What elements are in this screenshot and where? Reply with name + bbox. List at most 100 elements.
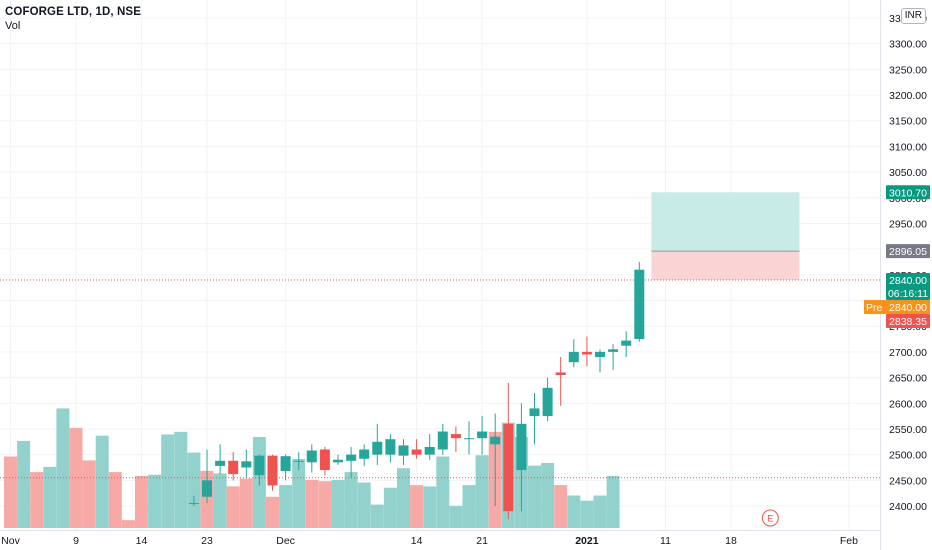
candle-body bbox=[490, 436, 501, 445]
volume-bar bbox=[344, 472, 358, 528]
volume-bar bbox=[95, 435, 109, 528]
volume-bar bbox=[305, 479, 319, 528]
currency-badge[interactable]: INR bbox=[900, 8, 926, 24]
candle-body bbox=[333, 459, 343, 463]
time-tick-label: 9 bbox=[73, 535, 79, 547]
volume-bar bbox=[161, 434, 175, 528]
volume-bar bbox=[462, 485, 476, 528]
volume-bar bbox=[580, 500, 594, 528]
pre-market-label: Pre bbox=[866, 302, 883, 314]
price-tag bbox=[886, 185, 930, 200]
volume-bar bbox=[606, 476, 620, 528]
price-tick-label: 2550.00 bbox=[889, 424, 927, 436]
volume-bar bbox=[292, 459, 306, 528]
candle-body bbox=[542, 387, 553, 417]
candle-body bbox=[254, 455, 265, 476]
earnings-label: E bbox=[767, 514, 773, 525]
volume-bar bbox=[148, 474, 162, 528]
price-tag bbox=[886, 272, 930, 287]
candle-body bbox=[188, 502, 199, 504]
chart-title: COFORGE LTD, 1D, NSE bbox=[5, 6, 141, 18]
candle-body bbox=[477, 431, 488, 439]
price-tag-label: 2896.05 bbox=[889, 246, 927, 258]
price-tag bbox=[886, 285, 930, 300]
volume-bar bbox=[279, 485, 293, 528]
candle-body bbox=[634, 269, 645, 340]
time-tick-label: Nov bbox=[1, 535, 20, 547]
price-tick-label: 2650.00 bbox=[889, 373, 927, 385]
candle-body bbox=[241, 461, 252, 468]
price-tick-label: 3200.00 bbox=[889, 90, 927, 102]
volume-bar bbox=[17, 440, 31, 528]
volume-bar bbox=[593, 495, 607, 528]
price-tick-label: 3050.00 bbox=[889, 167, 927, 179]
candle-body bbox=[385, 439, 396, 455]
price-tag-label: 2840.00 bbox=[889, 275, 927, 287]
price-tag bbox=[886, 313, 930, 328]
price-tag-label: 2840.00 bbox=[889, 302, 927, 314]
candle-body bbox=[621, 340, 632, 346]
candle-body bbox=[398, 445, 409, 456]
candle-body bbox=[319, 449, 330, 471]
candle-body bbox=[437, 431, 448, 450]
volume-bar bbox=[475, 455, 489, 528]
volume-bar bbox=[213, 473, 227, 528]
volume-bar bbox=[318, 481, 332, 528]
earnings-marker bbox=[761, 509, 779, 527]
price-tick-label: 2450.00 bbox=[889, 475, 927, 487]
volume-bar bbox=[331, 479, 345, 528]
candle-body bbox=[529, 408, 540, 417]
volume-bar bbox=[541, 463, 555, 528]
candle-body bbox=[267, 455, 278, 486]
target-zone bbox=[651, 192, 800, 252]
price-tick-label: 2500.00 bbox=[889, 450, 927, 462]
volume-bar bbox=[108, 472, 122, 528]
volume-bar bbox=[226, 486, 240, 528]
candle-body bbox=[346, 454, 357, 461]
time-tick-label: 18 bbox=[725, 535, 737, 547]
time-tick-label: 14 bbox=[411, 535, 423, 547]
time-tick-label: 21 bbox=[476, 535, 488, 547]
volume-bar bbox=[4, 456, 17, 528]
candle-body bbox=[280, 456, 291, 472]
time-tick-label: 11 bbox=[660, 535, 671, 547]
volume-bar bbox=[567, 495, 581, 528]
volume-bar bbox=[135, 476, 148, 528]
volume-bar bbox=[528, 465, 541, 528]
stop-zone bbox=[651, 251, 800, 280]
candle-body bbox=[464, 438, 474, 440]
volume-bar bbox=[69, 427, 83, 528]
candle-body bbox=[372, 441, 383, 455]
price-tag-label: 06:16:11 bbox=[888, 288, 928, 300]
price-tick-label: 3300.00 bbox=[889, 39, 927, 51]
price-tag-label: 2838.35 bbox=[889, 316, 927, 328]
volume-bar bbox=[357, 482, 371, 528]
volume-bar bbox=[174, 431, 188, 528]
price-tag bbox=[886, 244, 930, 259]
time-tick-label: Feb bbox=[840, 535, 858, 547]
candle-body bbox=[503, 423, 514, 512]
candle-body bbox=[516, 423, 527, 471]
price-tick-label: 2600.00 bbox=[889, 398, 927, 410]
pre-market-badge bbox=[864, 299, 886, 314]
candle-body bbox=[293, 460, 304, 462]
volume-bar bbox=[383, 487, 397, 528]
candle-body bbox=[424, 446, 435, 455]
volume-bar bbox=[397, 468, 410, 528]
price-tag-label: 3010.70 bbox=[889, 187, 927, 199]
time-tick-label: Dec bbox=[276, 535, 295, 547]
volume-bar bbox=[56, 408, 70, 528]
time-tick-label: 2021 bbox=[575, 535, 599, 547]
volume-bar bbox=[370, 504, 384, 528]
candle-body bbox=[450, 434, 461, 439]
price-tag bbox=[886, 299, 930, 314]
volume-bar bbox=[266, 496, 279, 528]
volume-bar bbox=[121, 520, 135, 528]
candle-body bbox=[202, 480, 212, 497]
time-tick-label: 14 bbox=[136, 535, 148, 547]
candle-body bbox=[411, 449, 422, 455]
candle-body bbox=[555, 372, 566, 376]
volume-bar bbox=[410, 485, 424, 528]
